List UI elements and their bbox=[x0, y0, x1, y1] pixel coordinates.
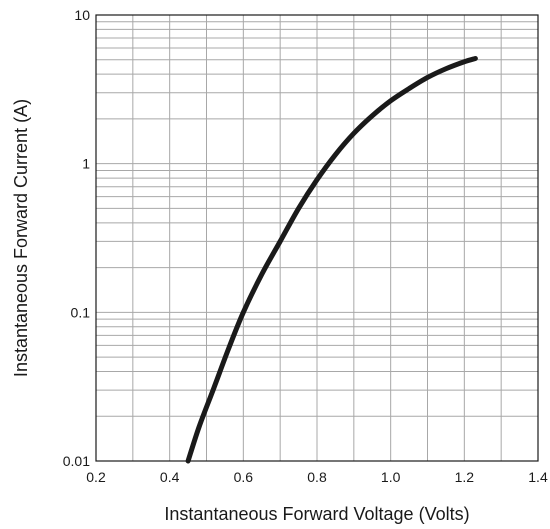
plot-area-frame bbox=[95, 14, 539, 462]
x-tick-label: 0.4 bbox=[160, 469, 180, 485]
x-tick-label: 0.6 bbox=[234, 469, 254, 485]
y-tick-label: 1 bbox=[82, 156, 90, 172]
x-tick-label: 1.2 bbox=[455, 469, 475, 485]
x-tick-label: 0.2 bbox=[86, 469, 106, 485]
y-axis-ticks: 0.01 0.1 1 10 bbox=[63, 7, 90, 469]
grid bbox=[95, 14, 539, 462]
series-layer bbox=[185, 55, 478, 464]
y-axis-label: Instantaneous Forward Current (A) bbox=[11, 99, 31, 377]
x-axis-ticks: 0.2 0.4 0.6 0.8 1.0 1.2 1.4 bbox=[86, 469, 548, 485]
x-tick-label: 1.4 bbox=[528, 469, 548, 485]
x-tick-label: 0.8 bbox=[307, 469, 327, 485]
y-tick-label: 0.01 bbox=[63, 453, 90, 469]
forward-current-curve bbox=[185, 55, 478, 464]
x-tick-label: 1.0 bbox=[381, 469, 401, 485]
x-axis-label: Instantaneous Forward Voltage (Volts) bbox=[164, 504, 469, 524]
y-tick-label: 10 bbox=[74, 7, 90, 23]
y-tick-label: 0.1 bbox=[71, 304, 91, 320]
